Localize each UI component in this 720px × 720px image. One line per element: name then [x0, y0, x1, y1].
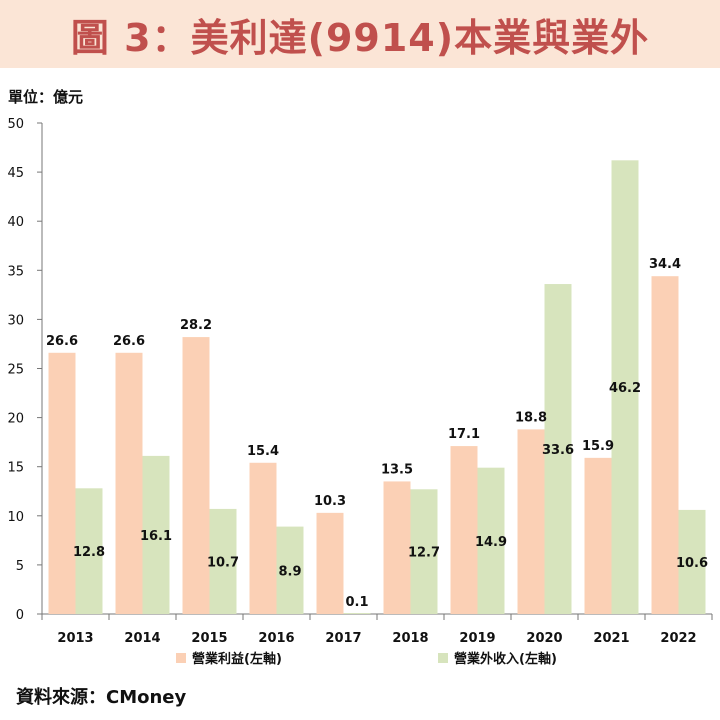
data-label-nonoperating: 10.6 [676, 556, 708, 571]
y-tick-label: 50 [7, 117, 24, 132]
data-label-nonoperating: 46.2 [609, 381, 641, 396]
y-tick-label: 20 [7, 412, 24, 427]
bar-operating-income [48, 352, 76, 614]
x-tick-label: 2017 [325, 631, 361, 646]
legend-swatch-nonoperating [438, 653, 448, 663]
bar-operating-income [115, 352, 143, 614]
bar-nonoperating-income [276, 526, 304, 614]
unit-label: 單位：億元 [8, 88, 84, 106]
data-label-nonoperating: 8.9 [278, 564, 301, 579]
legend-label-nonoperating: 營業外收入(左軸) [454, 651, 557, 667]
data-label-operating: 26.6 [113, 334, 145, 349]
x-tick-label: 2022 [660, 631, 696, 646]
x-tick-label: 2014 [124, 631, 160, 646]
data-label-operating: 13.5 [381, 462, 413, 477]
bar-nonoperating-income [477, 467, 505, 614]
x-tick-label: 2020 [526, 631, 562, 646]
data-label-operating: 15.4 [247, 444, 279, 459]
y-tick-label: 35 [7, 264, 24, 279]
title-banner: 圖 3：美利達(9914)本業與業外 [0, 0, 720, 68]
bar-operating-income [249, 462, 277, 614]
x-tick-label: 2021 [593, 631, 629, 646]
legend-label-operating: 營業利益(左軸) [192, 651, 282, 667]
x-tick-label: 2018 [392, 631, 428, 646]
data-label-operating: 28.2 [180, 318, 212, 333]
y-tick-label: 10 [7, 510, 24, 525]
bar-nonoperating-income [611, 160, 639, 615]
data-label-nonoperating: 14.9 [475, 535, 507, 550]
x-tick-label: 2013 [57, 631, 93, 646]
x-tick-label: 2019 [459, 631, 495, 646]
legend-swatch-operating [176, 653, 186, 663]
y-tick-label: 40 [7, 215, 24, 230]
y-tick-label: 5 [16, 559, 24, 574]
bar-nonoperating-income [142, 455, 170, 614]
data-label-operating: 34.4 [649, 257, 681, 272]
source-label: 資料來源：CMoney [16, 687, 187, 708]
page-title: 圖 3：美利達(9914)本業與業外 [70, 15, 650, 60]
y-tick-label: 0 [16, 608, 24, 623]
data-label-operating: 15.9 [582, 439, 614, 454]
data-label-operating: 17.1 [448, 427, 480, 442]
bar-operating-income [651, 276, 679, 614]
bar-nonoperating-income [410, 489, 438, 614]
bar-nonoperating-income [75, 488, 103, 614]
y-tick-label: 15 [7, 461, 24, 476]
data-label-operating: 18.8 [515, 410, 547, 425]
x-tick-label: 2016 [258, 631, 294, 646]
data-label-nonoperating: 12.7 [408, 546, 440, 561]
data-label-nonoperating: 12.8 [73, 545, 105, 560]
bar-operating-income [316, 512, 344, 614]
y-tick-label: 25 [7, 363, 24, 378]
data-label-nonoperating: 16.1 [140, 529, 172, 544]
data-label-operating: 10.3 [314, 494, 346, 509]
data-label-nonoperating: 0.1 [345, 595, 368, 610]
bar-chart: 0 5 10 15 20 25 30 35 40 45 50 26.6 12.8 2013 26.6 16.1… [7, 117, 713, 667]
bar-nonoperating-income [544, 284, 572, 614]
y-tick-label: 45 [7, 166, 24, 181]
bar-operating-income [450, 446, 478, 614]
bar-nonoperating-income [343, 613, 371, 614]
data-label-operating: 26.6 [46, 334, 78, 349]
data-label-nonoperating: 33.6 [542, 443, 574, 458]
x-tick-label: 2015 [191, 631, 227, 646]
bar-nonoperating-income [678, 509, 706, 614]
bar-operating-income [517, 429, 545, 614]
bar-operating-income [584, 457, 612, 614]
data-label-nonoperating: 10.7 [207, 555, 239, 570]
bar-operating-income [182, 337, 210, 614]
bar-nonoperating-income [209, 508, 237, 614]
y-tick-label: 30 [7, 313, 24, 328]
bar-operating-income [383, 481, 411, 614]
